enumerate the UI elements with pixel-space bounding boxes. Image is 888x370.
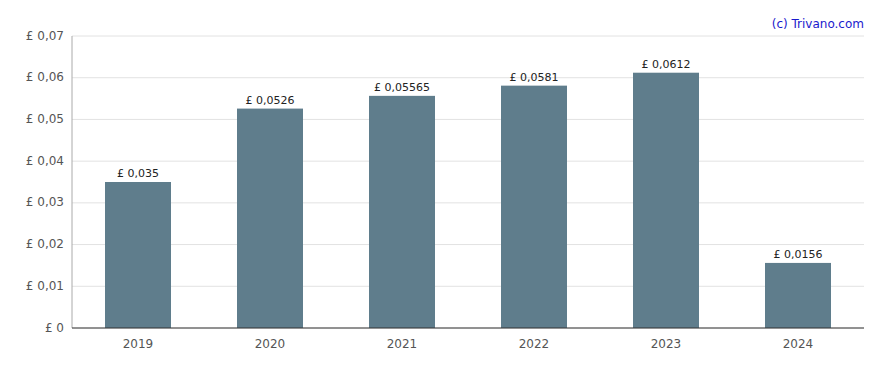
data-label: £ 0,035 — [117, 167, 159, 180]
data-label: £ 0,0612 — [642, 58, 691, 71]
page: {"chart_data": {"type": "bar", "categori… — [0, 0, 888, 370]
y-axis: £ 0 £ 0,01 £ 0,02 £ 0,03 £ 0,04 £ 0,05 £ 0,06 £… — [26, 29, 864, 335]
data-label: £ 0,0526 — [246, 94, 295, 107]
grid-line — [72, 77, 864, 78]
x-tick-label: 2020 — [255, 337, 286, 351]
x-axis: 2019 2020 2021 2022 2023 2024 — [72, 328, 864, 351]
y-tick-label: £ 0,01 — [26, 279, 64, 293]
y-tick-label: £ 0,03 — [26, 195, 64, 209]
data-labels: £ 0,035 £ 0,0526 £ 0,05565 £ 0,0581 £ 0,0612… — [117, 58, 822, 261]
watermark: (c) Trivano.com — [772, 17, 864, 31]
y-tick-label: £ 0,02 — [26, 237, 64, 251]
grid-line — [72, 36, 864, 37]
chart-svg: £ 0 £ 0,01 £ 0,02 £ 0,03 £ 0,04 £ 0,05 £ 0,06 £… — [0, 0, 888, 370]
bar — [369, 96, 435, 328]
data-label: £ 0,0581 — [510, 71, 559, 84]
y-tick-label: £ 0,07 — [26, 29, 64, 43]
grid-line — [72, 286, 864, 287]
bar — [765, 263, 831, 328]
bar — [237, 109, 303, 328]
bars — [105, 73, 831, 328]
grid-line — [72, 244, 864, 245]
y-tick-label: £ 0,06 — [26, 70, 64, 84]
x-tick-label: 2024 — [783, 337, 814, 351]
grid-line — [72, 202, 864, 203]
data-label: £ 0,0156 — [774, 248, 823, 261]
grid-line — [72, 161, 864, 162]
x-tick-label: 2021 — [387, 337, 418, 351]
bar — [501, 86, 567, 328]
y-tick-label: £ 0 — [45, 321, 64, 335]
grid-line — [72, 328, 864, 329]
x-tick-label: 2022 — [519, 337, 550, 351]
background — [0, 0, 888, 370]
y-tick-label: £ 0,04 — [26, 154, 64, 168]
y-tick-label: £ 0,05 — [26, 112, 64, 126]
data-label: £ 0,05565 — [374, 81, 430, 94]
bar — [633, 73, 699, 328]
x-tick-label: 2023 — [651, 337, 682, 351]
chart-container: £ 0 £ 0,01 £ 0,02 £ 0,03 £ 0,04 £ 0,05 £ 0,06 £… — [0, 0, 888, 370]
bar — [105, 182, 171, 328]
x-tick-label: 2019 — [123, 337, 154, 351]
y-axis-line — [72, 36, 73, 328]
grid-line — [72, 119, 864, 120]
x-axis-line — [72, 328, 864, 329]
